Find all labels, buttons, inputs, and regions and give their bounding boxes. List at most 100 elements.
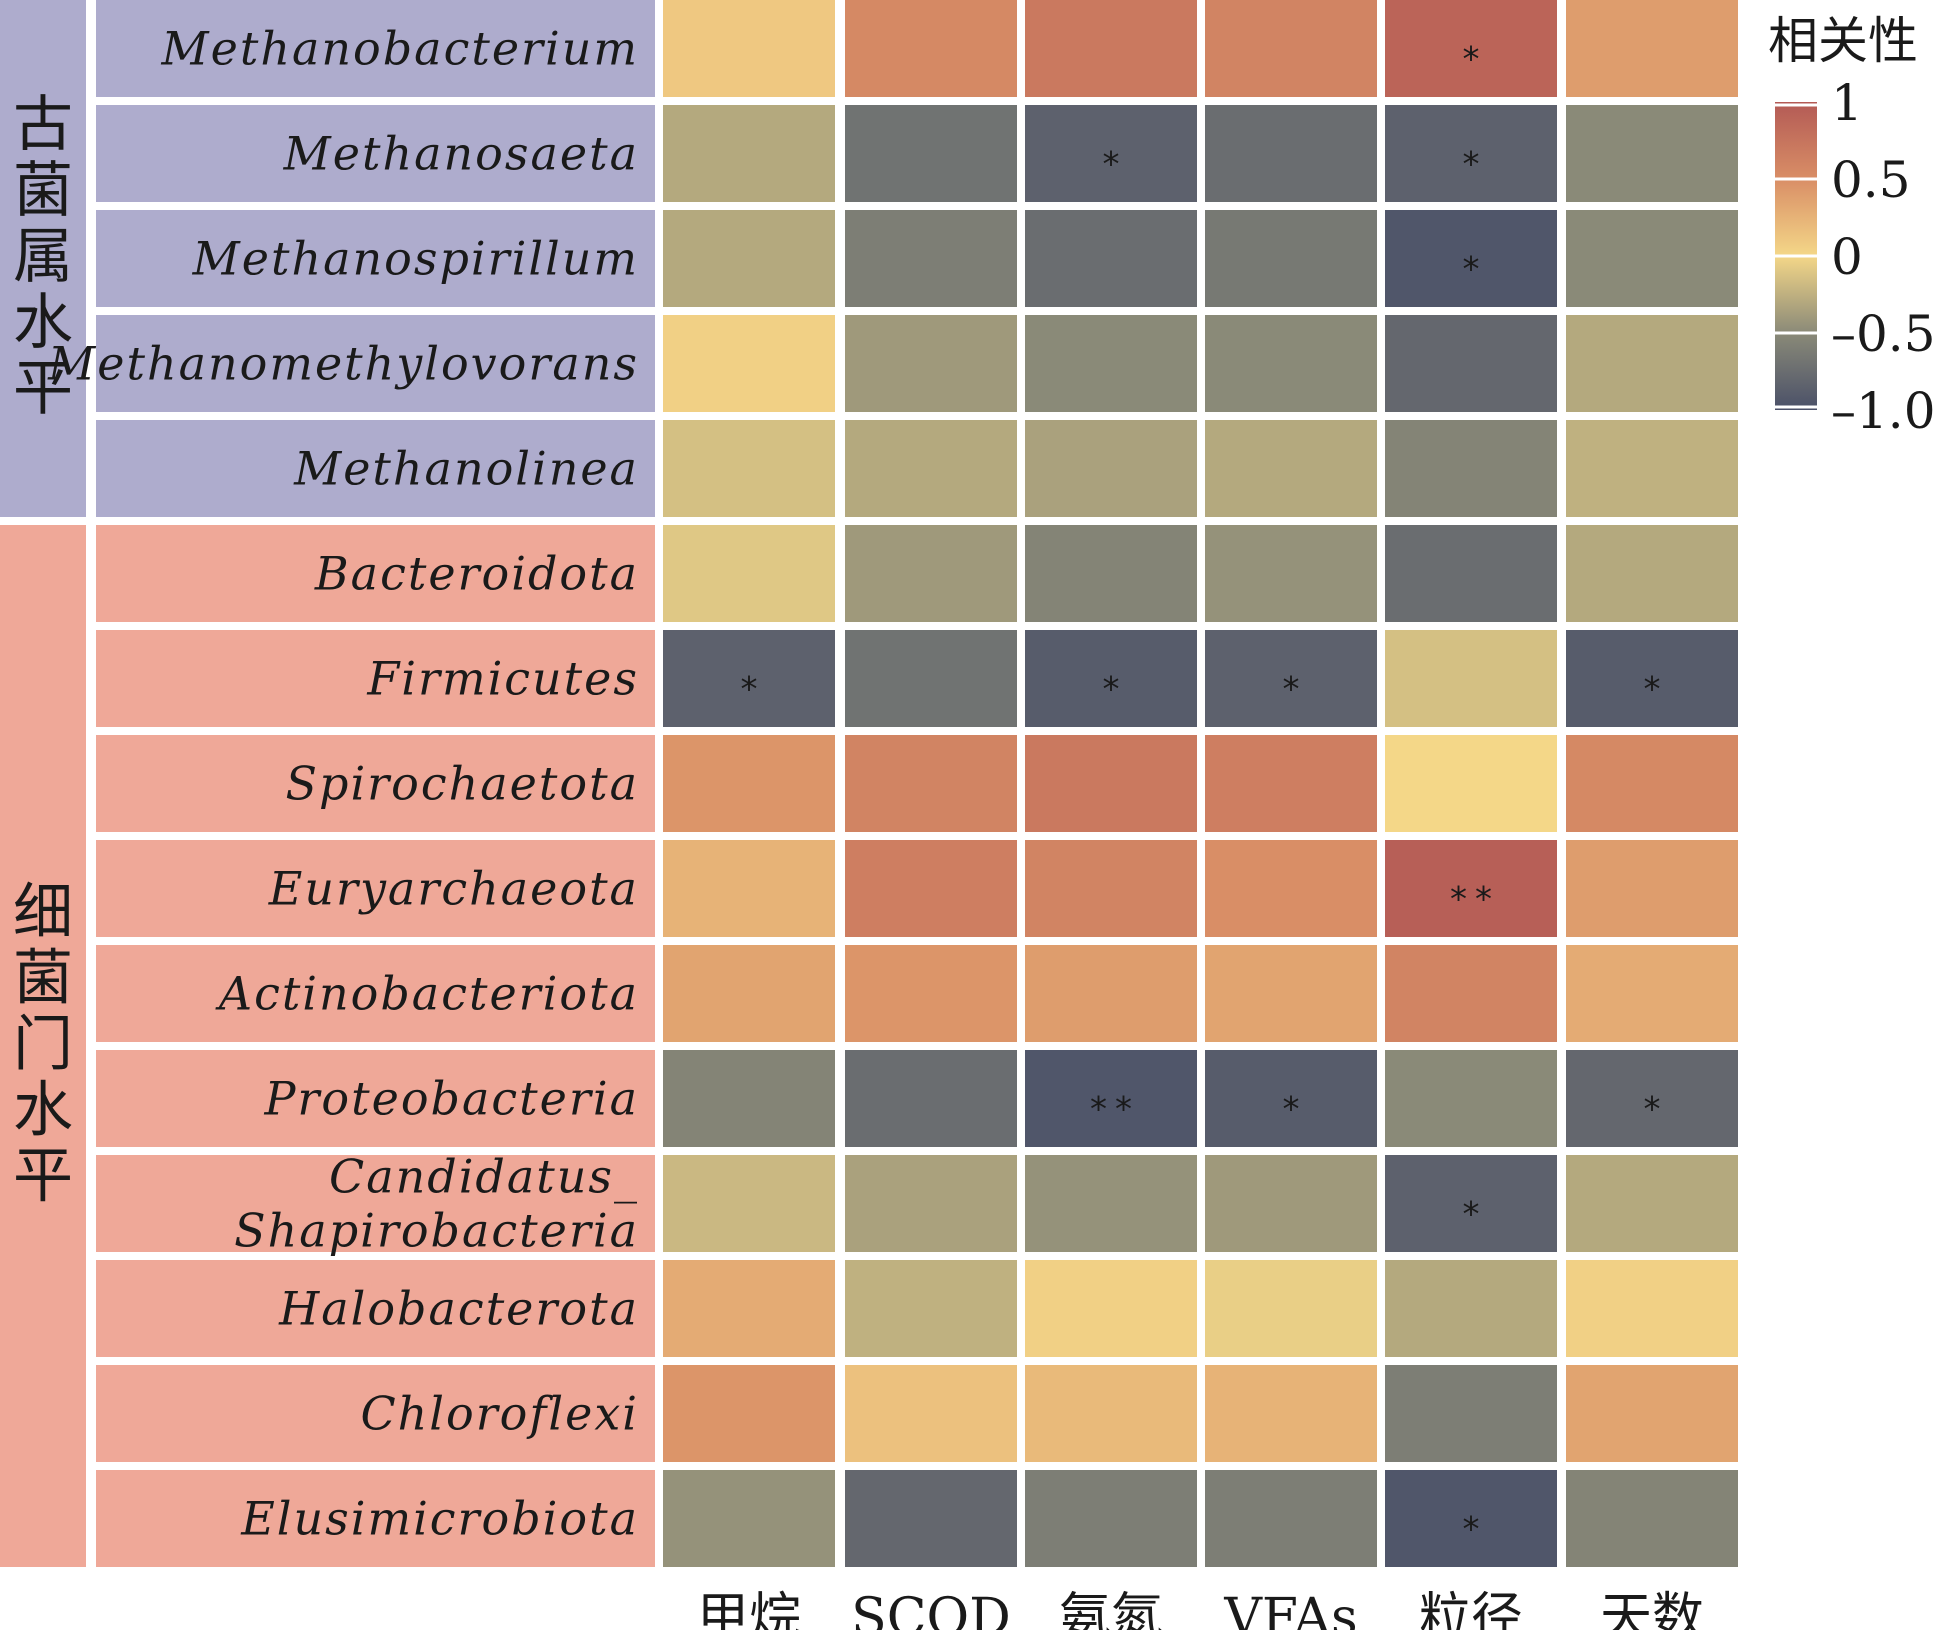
heatmap-cell — [663, 1365, 835, 1462]
heatmap-cell — [1566, 105, 1738, 202]
row-label: Shapirobacteria — [234, 1204, 639, 1258]
row-label: Methanobacterium — [161, 22, 639, 76]
heatmap-cell — [663, 630, 835, 727]
heatmap-cell — [1385, 630, 1557, 727]
heatmap-cell — [1385, 0, 1557, 97]
heatmap-cell — [1025, 1155, 1197, 1252]
row-label-bg — [96, 1365, 655, 1462]
heatmap-cell — [1385, 1365, 1557, 1462]
row-label-bg — [96, 1260, 655, 1357]
significance-marker: * — [1644, 670, 1669, 710]
heatmap-cell — [1566, 1155, 1738, 1252]
heatmap-cell — [1205, 420, 1377, 517]
heatmap-cell — [1385, 1260, 1557, 1357]
heatmap-cell — [1025, 735, 1197, 832]
column-label: SCOD — [851, 1588, 1011, 1630]
heatmap-cell — [845, 525, 1017, 622]
heatmap-cell — [1025, 1470, 1197, 1567]
legend-ticks: 1 0.5 0 –0.5 –1.0 — [1775, 74, 1936, 440]
heatmap-cell — [845, 315, 1017, 412]
significance-marker: * — [1463, 1195, 1488, 1235]
row-label: Firmicutes — [366, 652, 639, 706]
heatmap-cell — [1385, 1050, 1557, 1147]
heatmap-cell — [1205, 1050, 1377, 1147]
heatmap-cell — [1385, 735, 1557, 832]
significance-marker: * — [1103, 670, 1128, 710]
column-labels: 甲烷 SCOD 氨氮 VFAs 粒径 天数 — [697, 1588, 1704, 1630]
heatmap-cell — [663, 945, 835, 1042]
significance-marker: * — [1644, 1090, 1669, 1130]
row-label: Proteobacteria — [263, 1072, 639, 1126]
heatmap-cell — [1205, 315, 1377, 412]
heatmap-cell — [1025, 630, 1197, 727]
heatmap-cell — [1205, 630, 1377, 727]
row-label: Candidatus_ — [329, 1150, 639, 1204]
group-label-1: 细菌门水平 — [13, 877, 73, 1211]
heatmap-cell — [1385, 525, 1557, 622]
heatmap-cell — [1566, 210, 1738, 307]
heatmap-cell — [1385, 420, 1557, 517]
significance-marker: * — [1283, 670, 1308, 710]
legend-tick-label: 0.5 — [1831, 151, 1911, 209]
significance-marker: ** — [1090, 1090, 1140, 1130]
heatmap-cell — [1025, 1050, 1197, 1147]
row-label: Chloroflexi — [360, 1387, 639, 1441]
row-label: Actinobacteriota — [215, 967, 639, 1021]
heatmap-cell — [1385, 1470, 1557, 1567]
significance-marker: * — [1463, 1510, 1488, 1550]
heatmap-cell — [1385, 1155, 1557, 1252]
row-label: Methanospirillum — [192, 232, 639, 286]
row-label-bg — [96, 315, 655, 412]
row-label-bg — [96, 0, 655, 97]
legend-tick-label: –1.0 — [1831, 382, 1936, 440]
heatmap-cell — [1205, 1155, 1377, 1252]
significance-marker: * — [741, 670, 766, 710]
row-label: Methanomethylovorans — [47, 337, 639, 391]
heatmap-cell — [1205, 210, 1377, 307]
heatmap-cell — [1385, 105, 1557, 202]
legend-tick-label: –0.5 — [1831, 305, 1936, 363]
heatmap-cell — [663, 420, 835, 517]
column-label: 粒径 — [1419, 1588, 1523, 1630]
significance-marker: * — [1463, 250, 1488, 290]
heatmap-cell — [1205, 1470, 1377, 1567]
row-label: Elusimicrobiota — [240, 1492, 639, 1546]
heatmap-cell — [1205, 945, 1377, 1042]
heatmap-cell — [1566, 1470, 1738, 1567]
row-label-bg — [96, 1050, 655, 1147]
group-band-1 — [0, 525, 86, 1567]
heatmap-cell — [1566, 735, 1738, 832]
heatmap-cell — [1566, 840, 1738, 937]
heatmap-cell — [845, 1470, 1017, 1567]
row-label: Euryarchaeota — [268, 862, 639, 916]
heatmap-cell — [1566, 1260, 1738, 1357]
group-label-0: 古菌属水平 — [13, 90, 73, 424]
heatmap-cell — [1205, 1365, 1377, 1462]
heatmap-cell — [663, 1155, 835, 1252]
heatmap-cell — [845, 0, 1017, 97]
heatmap-cell — [1566, 420, 1738, 517]
row-label-bg — [96, 210, 655, 307]
heatmap-cell — [1566, 630, 1738, 727]
legend-tick-label: 1 — [1831, 74, 1863, 132]
heatmap-cell — [1025, 210, 1197, 307]
heatmap-cell — [663, 525, 835, 622]
group-band-0 — [0, 0, 86, 517]
heatmap-cell — [1385, 840, 1557, 937]
legend-title: 相关性 — [1768, 12, 1918, 70]
heatmap-cell — [1205, 735, 1377, 832]
row-labels: Methanobacterium Methanosaeta Methanospiri… — [47, 0, 655, 1567]
heatmap-cell — [1025, 105, 1197, 202]
heatmap-cell — [1205, 1260, 1377, 1357]
row-label-bg — [96, 630, 655, 727]
row-label-bg — [96, 105, 655, 202]
heatmap-cell — [845, 945, 1017, 1042]
column-label: 氨氮 — [1059, 1588, 1163, 1630]
heatmap-cells: ** *** * * ***** * *** — [663, 0, 1738, 1567]
heatmap-cell — [1566, 525, 1738, 622]
heatmap-cell — [1025, 0, 1197, 97]
heatmap-cell — [845, 1155, 1017, 1252]
heatmap-cell — [1025, 945, 1197, 1042]
